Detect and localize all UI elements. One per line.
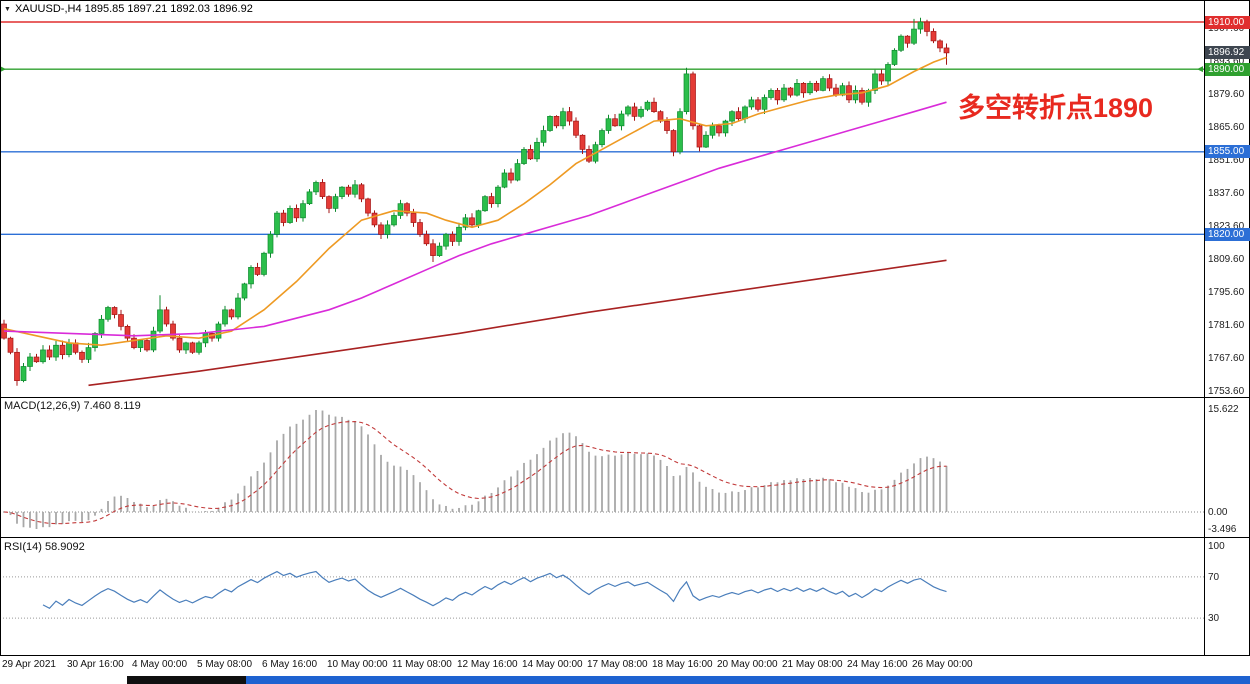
rsi-indicator-label: RSI(14) 58.9092: [4, 541, 85, 553]
rsi-line: [42, 570, 947, 610]
taskbar-blue-segment: [246, 676, 1250, 684]
level-endpoint-icon: [1197, 66, 1203, 73]
chart-annotation-text: 多空转折点1890: [958, 93, 1154, 123]
key-level-lines: [0, 21, 1204, 236]
moving-average-slow: [88, 259, 947, 387]
taskbar-strip: [0, 676, 1250, 684]
moving-average-mid: [3, 101, 947, 337]
macd-signal-line: [3, 421, 947, 525]
symbol-ohlc-readout: ▼ XAUUSD-,H4 1895.85 1897.21 1892.03 1896…: [4, 3, 253, 15]
candlestick-series: [1, 17, 950, 386]
level-endpoint-icon: [0, 66, 6, 73]
taskbar-black-segment: [127, 676, 246, 684]
symbol-marker-icon: ▼: [4, 6, 11, 13]
moving-average-fast: [3, 56, 947, 347]
macd-histogram: [9, 410, 948, 529]
symbol-ohlc-text: XAUUSD-,H4 1895.85 1897.21 1892.03 1896.…: [14, 3, 253, 15]
macd-indicator-label: MACD(12,26,9) 7.460 8.119: [4, 400, 141, 412]
